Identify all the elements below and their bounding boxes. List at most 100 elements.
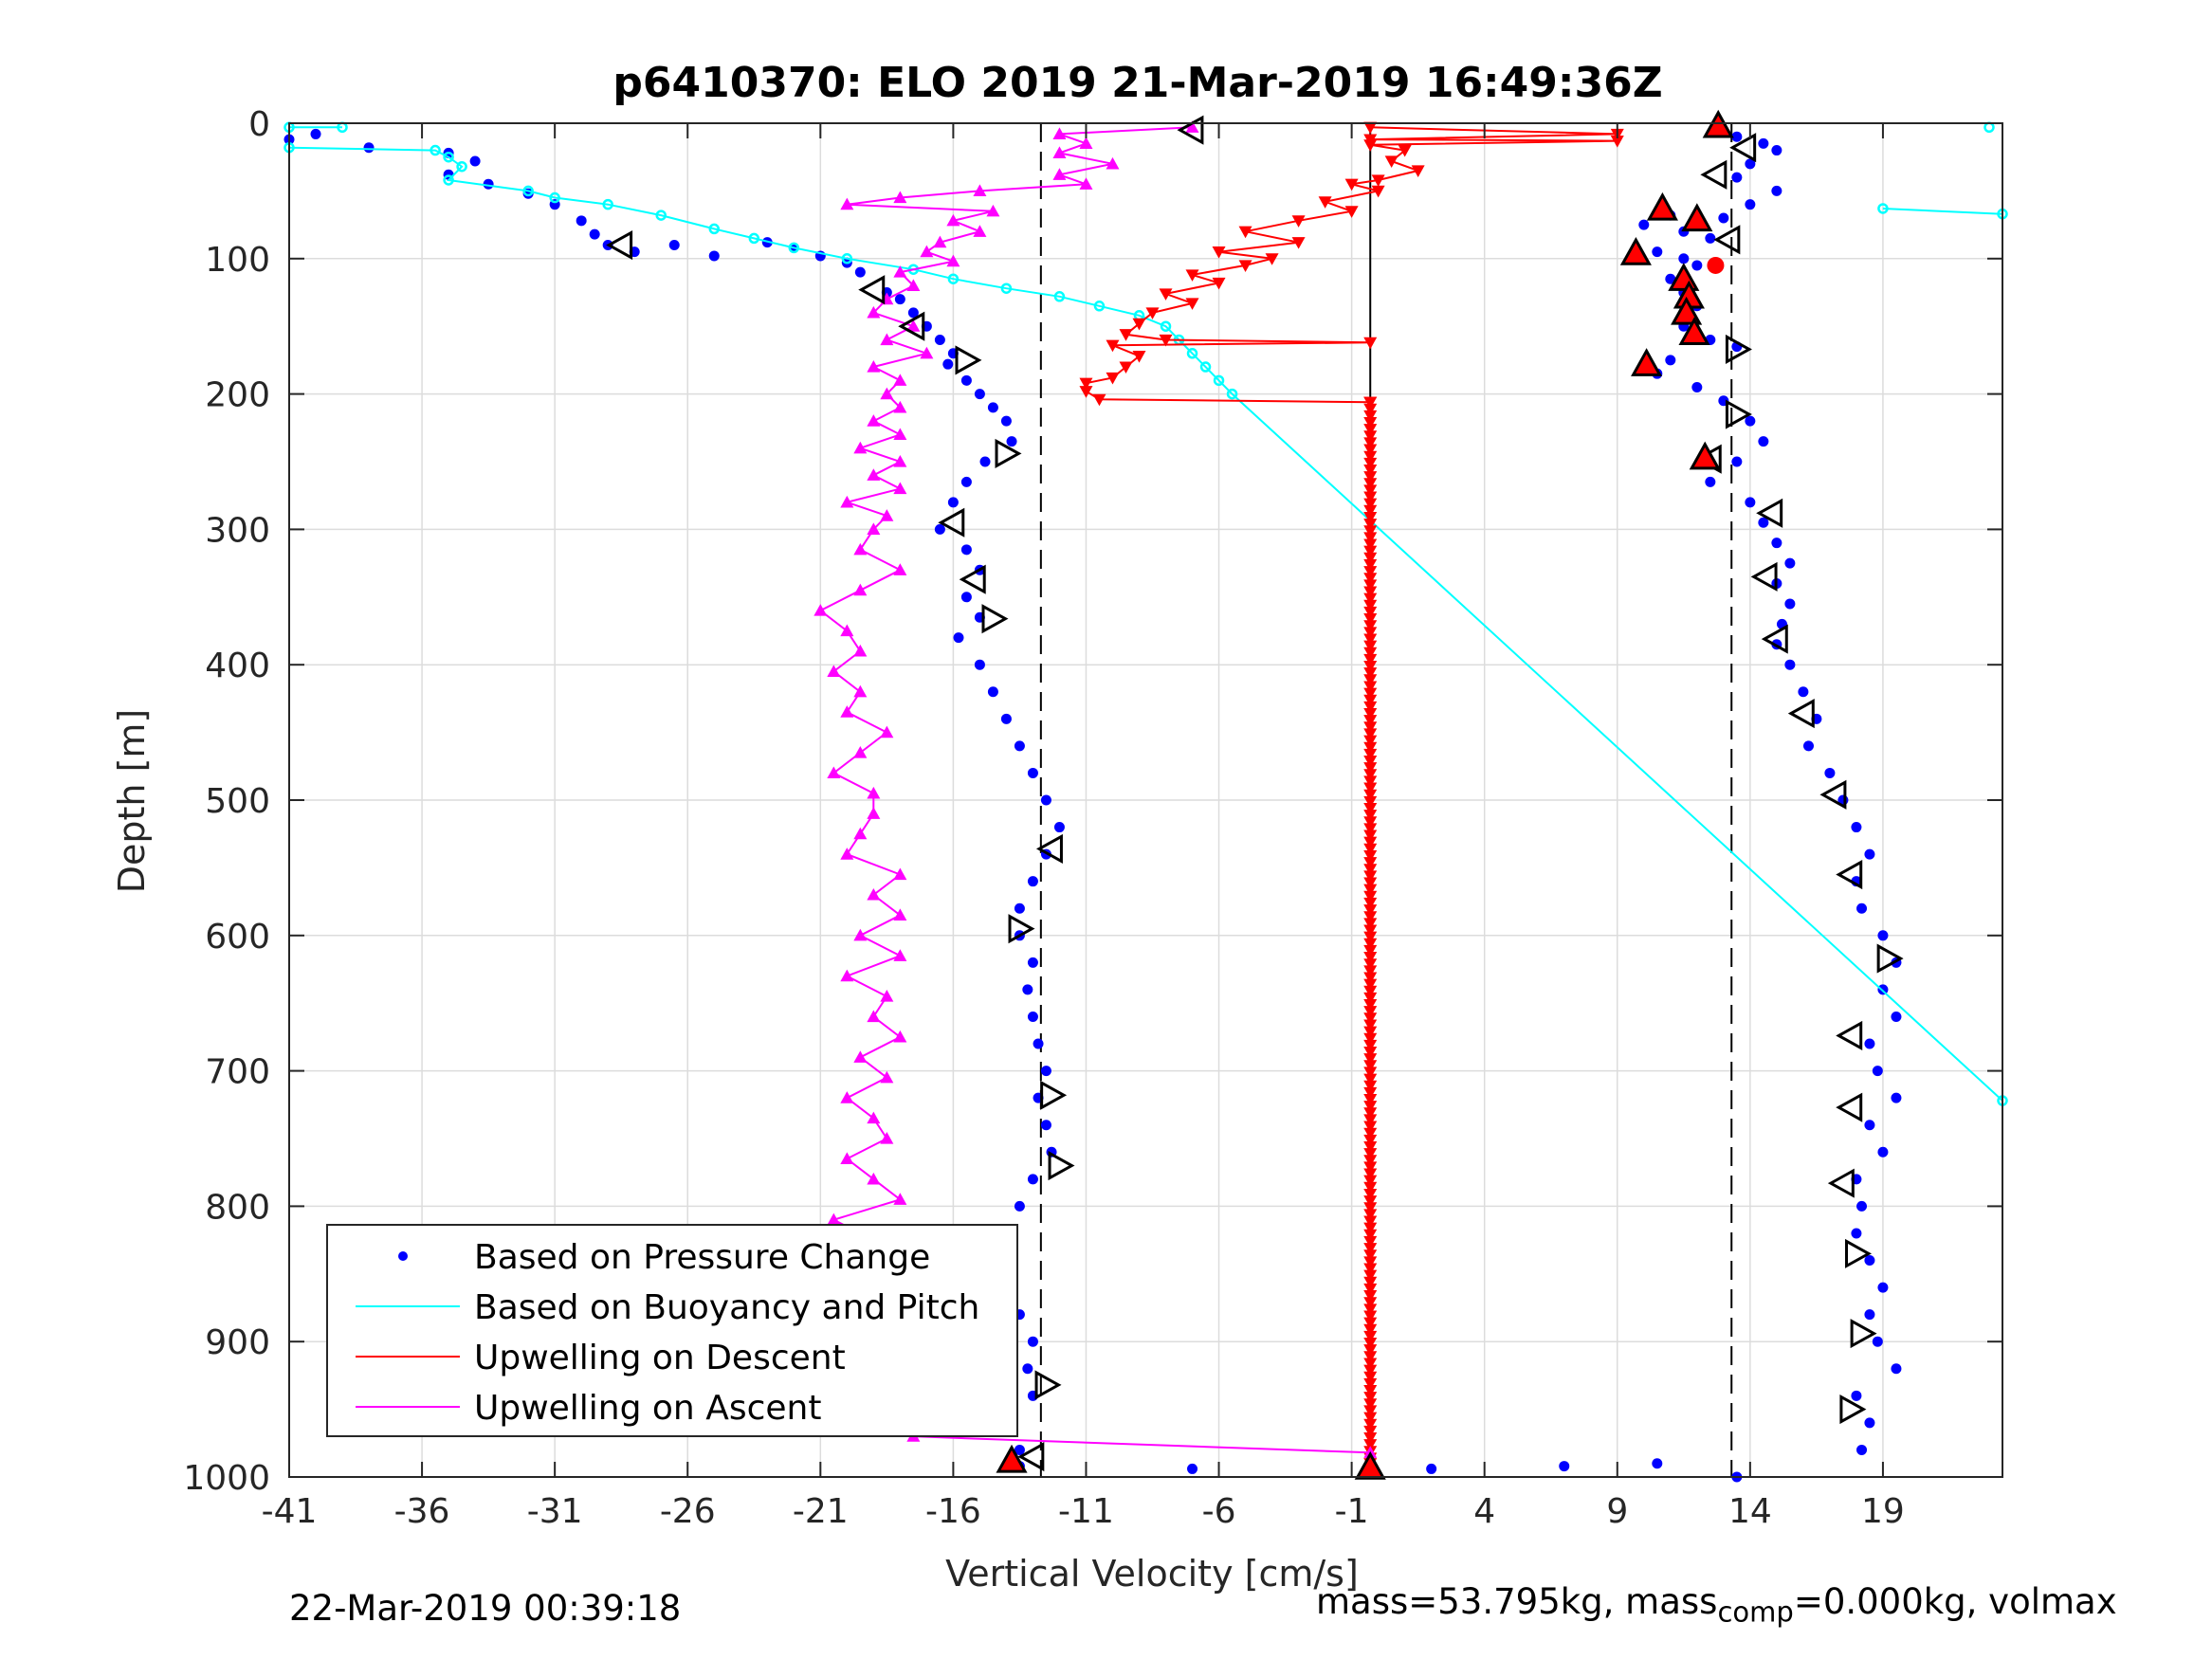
upwelling-descent-point [1363,1351,1378,1363]
upwelling-descent-point [1363,870,1378,883]
upwelling-descent-point [1363,1195,1378,1208]
upwelling-descent-point [1363,1229,1378,1242]
upwelling-descent-point [1363,1175,1378,1188]
upwelling-descent-point [1363,674,1378,686]
x-tick-label: 14 [1728,1492,1772,1531]
pressure-change-point [960,544,972,556]
buoyancy-pitch-point [602,198,613,210]
pressure-change-point [668,240,680,251]
upwelling-ascent-point [867,1010,881,1023]
upwelling-descent-point [1363,579,1378,592]
buoyancy-pitch-point [1053,291,1066,302]
pressure-change-point [589,228,600,240]
buoyancy-pitch-point [443,174,454,186]
pressure-change-point [1864,1309,1875,1321]
upwelling-ascent-point [853,746,868,758]
upwelling-descent-point [1363,525,1378,538]
upwelling-descent-point [1363,1019,1378,1032]
upwelling-descent-point [1363,416,1378,429]
upwelling-ascent-point [946,213,960,227]
upwelling-descent-point [1106,372,1120,385]
upwelling-ascent-point [893,482,907,495]
upwelling-descent-point [1363,1073,1378,1086]
pressure-change-point [1426,1463,1437,1474]
open-triangle-marker [1048,1151,1075,1181]
upwelling-ascent-point [880,333,894,346]
upwelling-descent-point [1363,1297,1378,1309]
pressure-change-point [708,250,720,262]
upwelling-ascent-point [880,1132,894,1144]
pressure-change-point [1745,497,1756,508]
upwelling-descent-point [1363,457,1378,470]
pressure-change-point [1000,415,1012,427]
pressure-change-point [1771,538,1782,549]
upwelling-descent-point [1363,918,1378,930]
series-1 [283,121,2008,1106]
pressure-change-point [947,497,959,508]
upwelling-descent-point [1363,762,1378,775]
upwelling-descent-point [1363,735,1378,748]
upwelling-descent-point [1371,174,1385,187]
upwelling-descent-point [1363,647,1378,660]
upwelling-descent-point [1363,1134,1378,1147]
pressure-change-point [1877,930,1889,941]
pressure-change-point [1798,686,1809,698]
pressure-change-point [1864,1120,1875,1131]
pressure-change-point [1033,1038,1044,1049]
y-tick-label: 200 [205,376,270,415]
open-triangle-marker [1035,833,1063,864]
pressure-change-point [1864,1255,1875,1267]
buoyancy-pitch-point [788,242,800,254]
upwelling-descent-point [1363,545,1378,558]
upwelling-descent-point [1363,424,1378,436]
buoyancy-pitch-point [1199,361,1212,373]
upwelling-descent-point [1363,1243,1378,1255]
upwelling-descent-point [1363,795,1378,809]
upwelling-ascent-point [867,414,881,427]
upwelling-descent-point [1363,532,1378,544]
pressure-change-point [1559,1461,1570,1472]
upwelling-descent-point [1363,1249,1378,1262]
pressure-change-point [1745,158,1756,170]
pressure-change-point [854,266,866,278]
filled-triangle-marker [1671,296,1703,325]
upwelling-ascent-point [853,441,868,454]
filled-circle-marker [1707,256,1725,274]
y-tick-label: 800 [205,1188,270,1227]
buoyancy-pitch-point [430,144,441,156]
open-triangle-marker [1725,399,1752,429]
upwelling-descent-point [1363,653,1378,666]
pressure-change-point [1040,794,1051,806]
upwelling-ascent-point [853,684,868,698]
upwelling-ascent-point [986,204,1000,217]
pressure-change-point [1006,436,1017,447]
upwelling-descent-point [1363,1418,1378,1431]
upwelling-ascent-point [867,468,881,481]
upwelling-descent-point [1363,701,1378,714]
pressure-change-point [1864,1038,1875,1049]
buoyancy-pitch-point [841,253,853,264]
y-tick-label: 100 [205,241,270,280]
upwelling-descent-point [1265,253,1279,265]
upwelling-descent-point [1363,931,1378,944]
upwelling-ascent-point [1052,146,1067,159]
upwelling-descent-point [1363,1127,1378,1140]
upwelling-descent-point [1363,403,1378,416]
buoyancy-pitch-point [456,160,467,173]
filled-triangle-marker [1702,109,1734,138]
upwelling-descent-point [1363,1161,1378,1174]
upwelling-descent-point [1363,857,1378,869]
open-triangle-marker [1836,859,1863,890]
upwelling-ascent-point [920,346,934,359]
legend: Based on Pressure Change Based on Buoyanc… [326,1224,1018,1437]
upwelling-descent-point [1132,318,1146,331]
pressure-change-point [1864,1417,1875,1429]
upwelling-descent-point [1363,999,1378,1012]
upwelling-descent-point [1363,667,1378,680]
plot-series [283,109,2008,1483]
upwelling-descent-point [1363,830,1378,843]
upwelling-descent-point [1363,1101,1378,1113]
y-tick-label: 900 [205,1323,270,1362]
upwelling-ascent-point [867,522,881,535]
buoyancy-pitch-point [1213,374,1225,387]
